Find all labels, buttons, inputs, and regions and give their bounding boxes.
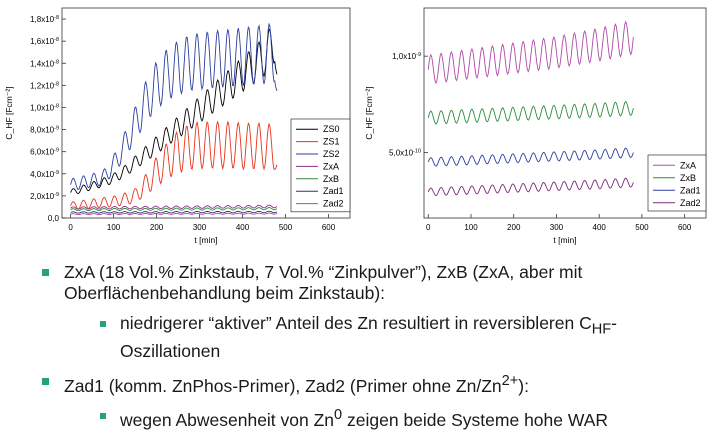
series-line-zs2: [70, 22, 278, 191]
legend-label-zs2: ZS2: [323, 149, 340, 159]
x-tick-label: 600: [322, 223, 336, 232]
x-tick-label: 100: [107, 223, 121, 232]
bullet-zad: Zad1 (komm. ZnPhos-Primer), Zad2 (Primer…: [42, 371, 707, 397]
bullet-text: wegen Abwesenheit von Zn: [120, 410, 335, 431]
x-tick-label: 200: [150, 223, 164, 232]
x-tick-label: 200: [507, 223, 521, 232]
bullet-square-icon: [42, 269, 49, 276]
x-tick-label: 600: [678, 223, 692, 232]
legend-label-zxa: ZxA: [323, 161, 339, 171]
y-tick-label: 1,4x10-8: [30, 59, 59, 68]
x-tick-label: 400: [236, 223, 250, 232]
legend-box: [647, 154, 707, 212]
series-line-zxa: [70, 204, 278, 210]
legend-label-zad2: Zad2: [680, 198, 701, 208]
bullet-zxa-zxb: ZxA (18 Vol.% Zinkstaub, 7 Vol.% “Zinkpu…: [42, 262, 707, 304]
y-tick-label: 1,8x10-8: [30, 15, 59, 24]
bullet-text: -Oszillationen: [120, 313, 617, 361]
bullet-superscript: 2+: [501, 372, 519, 389]
legend-label-zxa: ZxA: [680, 160, 696, 170]
y-tick-label: 1,0x10-8: [30, 103, 59, 112]
bullet-lower-active-zn: niedrigerer “aktiver” Anteil des Zn resu…: [98, 313, 707, 362]
x-tick-label: 500: [279, 223, 293, 232]
bullet-absence-zn0: wegen Abwesenheit von Zn0 zeigen beide S…: [98, 405, 707, 431]
x-tick-label: 0: [426, 223, 431, 232]
bullet-text: ):: [518, 375, 529, 396]
legend-label-zxb: ZxB: [323, 174, 339, 184]
bullet-text: Zad1 (komm. ZnPhos-Primer), Zad2 (Primer…: [64, 375, 502, 396]
x-tick-label: 500: [635, 223, 649, 232]
legend-label-zad2: Zad2: [323, 199, 344, 209]
y-tick-label: 2,0x10-9: [30, 192, 59, 201]
chart-right: 5,0x10-10 1,0x10-9 0 100 200 300 400 500 600 t [m…: [364, 7, 707, 245]
bullet-text: niedrigerer “aktiver” Anteil des Zn resu…: [120, 313, 592, 333]
y-tick-label: 1,2x10-8: [30, 81, 59, 90]
x-axis-label: t [min]: [194, 235, 217, 245]
y-tick-label: 8,0x10-9: [30, 126, 59, 135]
legend-box: [290, 118, 351, 213]
bullet-superscript: 0: [334, 407, 343, 424]
chart-left: 0,0 2,0x10-9 4,0x10-9 6,0x10-9 8,0x10-9 1,0x1…: [4, 7, 351, 245]
y-tick-label: 1,0x10-9: [392, 52, 421, 61]
bullet-subscript: HF: [591, 321, 612, 338]
legend-label-zad1: Zad1: [323, 186, 344, 196]
x-tick-label: 100: [464, 223, 478, 232]
x-tick-label: 400: [593, 223, 607, 232]
bullet-text: ZxA (18 Vol.% Zinkstaub, 7 Vol.% “Zinkpu…: [64, 262, 583, 303]
series-line-zxa: [427, 20, 634, 85]
x-tick-label: 300: [193, 223, 207, 232]
legend-label-zs1: ZS1: [323, 137, 340, 147]
series-line-zad2: [70, 212, 278, 216]
y-tick-label: 5,0x10-10: [389, 148, 421, 157]
series-line-zad1: [427, 147, 634, 167]
y-axis-label: C_HF [Fcm⁻²]: [364, 86, 374, 139]
bullet-square-icon: [42, 377, 49, 385]
series-line-zs0: [70, 28, 278, 195]
legend-label-zxb: ZxB: [680, 173, 696, 183]
x-axis-label: t [min]: [553, 235, 576, 245]
y-axis-label: C_HF [Fcm⁻²]: [4, 86, 14, 139]
plot-frame: [61, 7, 351, 219]
plot-frame: [423, 7, 707, 219]
bullet-square-icon: [100, 321, 106, 327]
bullet-text: zeigen beide Systeme hohe WAR: [342, 410, 609, 431]
bullet-list: ZxA (18 Vol.% Zinkstaub, 7 Vol.% “Zinkpu…: [42, 262, 707, 440]
y-tick-label: 0,0: [48, 214, 60, 223]
series-line-zxb: [427, 100, 634, 125]
y-tick-label: 1,6x10-8: [30, 37, 59, 46]
x-tick-label: 300: [550, 223, 564, 232]
x-tick-label: 0: [68, 223, 73, 232]
legend-label-zad1: Zad1: [680, 185, 701, 195]
series-line-zad2: [427, 177, 634, 197]
y-tick-label: 4,0x10-9: [30, 170, 59, 179]
series-line-zxb: [70, 207, 278, 212]
series-line-zs1: [70, 120, 278, 210]
bullet-square-icon: [100, 413, 106, 420]
y-tick-label: 6,0x10-9: [30, 148, 59, 157]
series-line-zad1: [70, 210, 278, 214]
legend-label-zs0: ZS0: [323, 124, 340, 134]
